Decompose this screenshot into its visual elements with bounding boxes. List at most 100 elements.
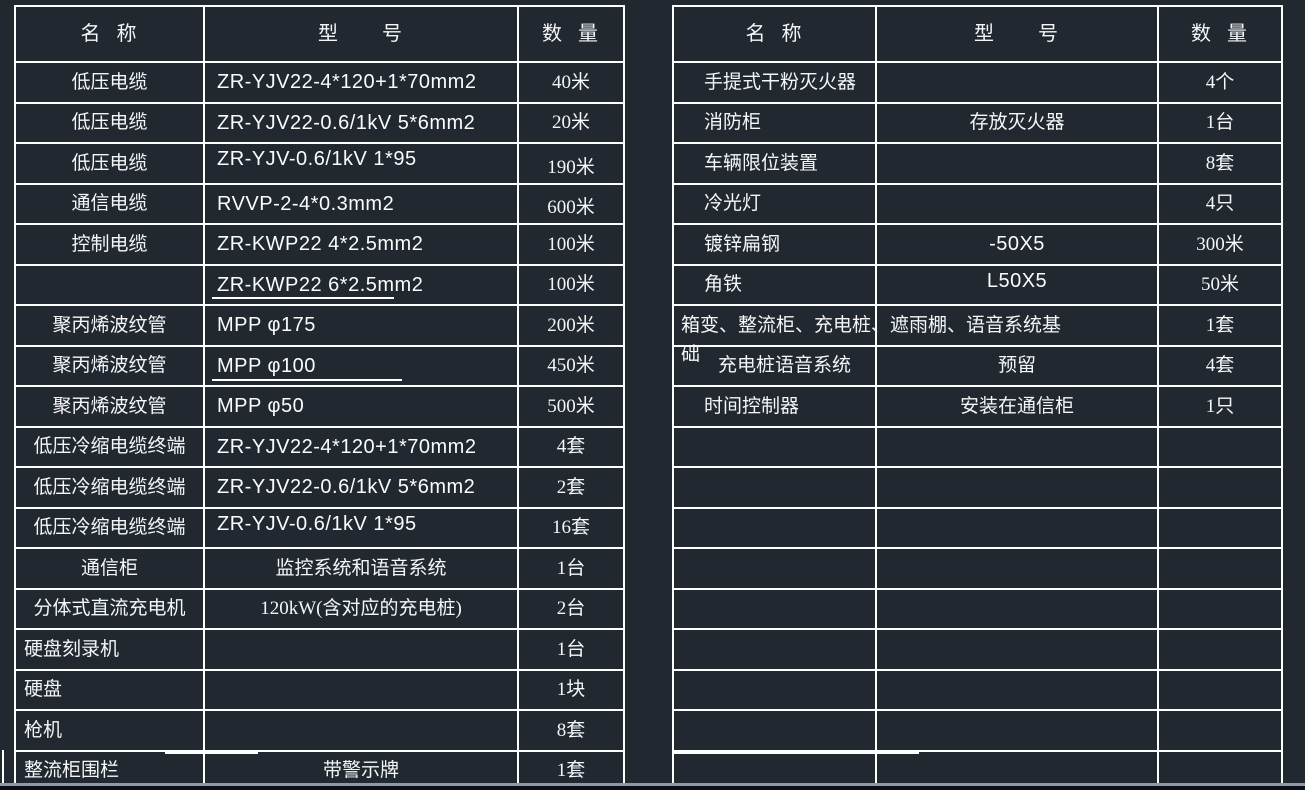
header-name: 名 称 [674,7,877,63]
cell-model: 预留 [877,346,1159,387]
cell-qty [1159,630,1281,671]
cell-model [877,549,1159,590]
cell-qty [1159,549,1281,590]
cell-name [674,508,877,549]
cell-name: 聚丙烯波纹管 [16,387,205,428]
cell-name: 控制电缆 [16,225,205,266]
cell-name: 充电桩语音系统 [674,346,877,387]
cell-name: 低压电缆 [16,144,205,185]
stray-line-3 [165,752,258,754]
cell-name: 聚丙烯波纹管 [16,306,205,347]
cell-model [877,508,1159,549]
cell-model: MPP φ100 [205,346,519,387]
cell-name: 通信柜 [16,549,205,590]
cell-qty [1159,468,1281,509]
cell-model: MPP φ175 [205,306,519,347]
cell-name [674,711,877,752]
cell-qty: 8套 [519,711,623,752]
cell-qty: 200米 [519,306,623,347]
cell-model: 存放灭火器 [877,103,1159,144]
cell-model [877,427,1159,468]
cell-name: 硬盘 [16,670,205,711]
cell-qty: 16套 [519,509,623,549]
cell-model [877,468,1159,509]
cell-name: 低压电缆 [16,103,205,144]
stray-line-5 [877,304,977,306]
cell-qty: 300米 [1159,225,1281,266]
overflow-name-line1: 箱变、整流柜、充电桩、遮雨棚、语音系统基 [681,315,1062,336]
cell-name: 镀锌扁钢 [674,225,877,266]
cell-name: 枪机 [16,711,205,752]
cell-model: ZR-YJV22-0.6/1kV 5*6mm2 [205,468,519,509]
cell-model: 带警示牌 [205,751,519,790]
cell-model: ZR-KWP22 4*2.5mm2 [205,225,519,266]
cell-model [877,589,1159,630]
cell-model [877,711,1159,752]
cell-qty: 450米 [519,347,623,387]
cell-qty: 2台 [519,590,623,630]
cell-qty: 1台 [519,630,623,671]
cell-name: 冷光灯 [674,184,877,225]
cell-name [674,549,877,590]
stray-left-edge-tick [2,750,4,783]
stray-underline-2 [212,379,402,381]
cell-name [674,630,877,671]
cell-qty: 20米 [519,104,623,144]
cell-name: 车辆限位装置 [674,144,877,185]
cell-model [877,306,1159,347]
cell-model: ZR-YJV-0.6/1kV 1*95 [205,144,519,185]
right-table-overflow-row-name: 箱变、整流柜、充电桩、遮雨棚、语音系统基 础 [681,311,1181,369]
right-equipment-table: 名 称型 号数 量手提式干粉灭火器 4个 消防柜 存放灭火器 1台 车辆限位装置 8套 冷光灯… [672,5,1283,790]
cell-qty: 2套 [519,468,623,509]
cell-name: 低压冷缩电缆终端 [16,468,205,509]
cell-name: 低压冷缩电缆终端 [16,508,205,549]
cell-model: RVVP-2-4*0.3mm2 [205,184,519,225]
cell-name: 硬盘刻录机 [16,630,205,671]
cell-qty: 1台 [1159,104,1281,144]
cell-model: 监控系统和语音系统 [205,549,519,590]
cell-name: 通信电缆 [16,184,205,225]
cell-name [674,670,877,711]
cell-model: MPP φ50 [205,387,519,428]
cell-model: 120kW(含对应的充电桩) [205,589,519,630]
cell-name: 整流柜围栏 [16,751,205,790]
cell-model [877,63,1159,104]
cell-model: L50X5 [877,265,1159,306]
cell-qty [1159,428,1281,468]
header-model: 型 号 [205,7,519,63]
cell-model [877,144,1159,185]
cell-qty: 1套 [519,752,623,790]
cell-name [674,468,877,509]
cell-qty: 190米 [519,144,623,185]
cell-name: 聚丙烯波纹管 [16,346,205,387]
window-bottom-edge [0,783,1305,786]
cell-qty: 1套 [1159,306,1281,347]
header-qty: 数 量 [519,7,623,63]
cell-model: ZR-YJV22-4*120+1*70mm2 [205,63,519,104]
header-qty: 数 量 [1159,7,1281,63]
cell-name [674,306,877,347]
cell-name [16,265,205,306]
cell-model: ZR-YJV22-0.6/1kV 5*6mm2 [205,103,519,144]
cell-name: 时间控制器 [674,387,877,428]
header-model: 型 号 [877,7,1159,63]
cell-qty: 100米 [519,266,623,306]
cell-qty: 4只 [1159,185,1281,225]
cell-qty [1159,711,1281,752]
header-name: 名 称 [16,7,205,63]
cell-model [877,670,1159,711]
cell-qty [1159,590,1281,630]
cell-model [877,630,1159,671]
cell-model: ZR-YJV22-4*120+1*70mm2 [205,427,519,468]
overflow-name-line2: 础 [681,344,701,365]
cell-name: 角铁 [674,265,877,306]
cell-qty: 4套 [1159,347,1281,387]
stray-line-4 [672,752,919,754]
cell-model: ZR-YJV-0.6/1kV 1*95 [205,508,519,549]
cell-qty: 1只 [1159,387,1281,428]
stray-underline-1 [212,297,394,299]
cell-qty: 8套 [1159,144,1281,185]
cell-name: 分体式直流充电机 [16,589,205,630]
cell-name [674,589,877,630]
